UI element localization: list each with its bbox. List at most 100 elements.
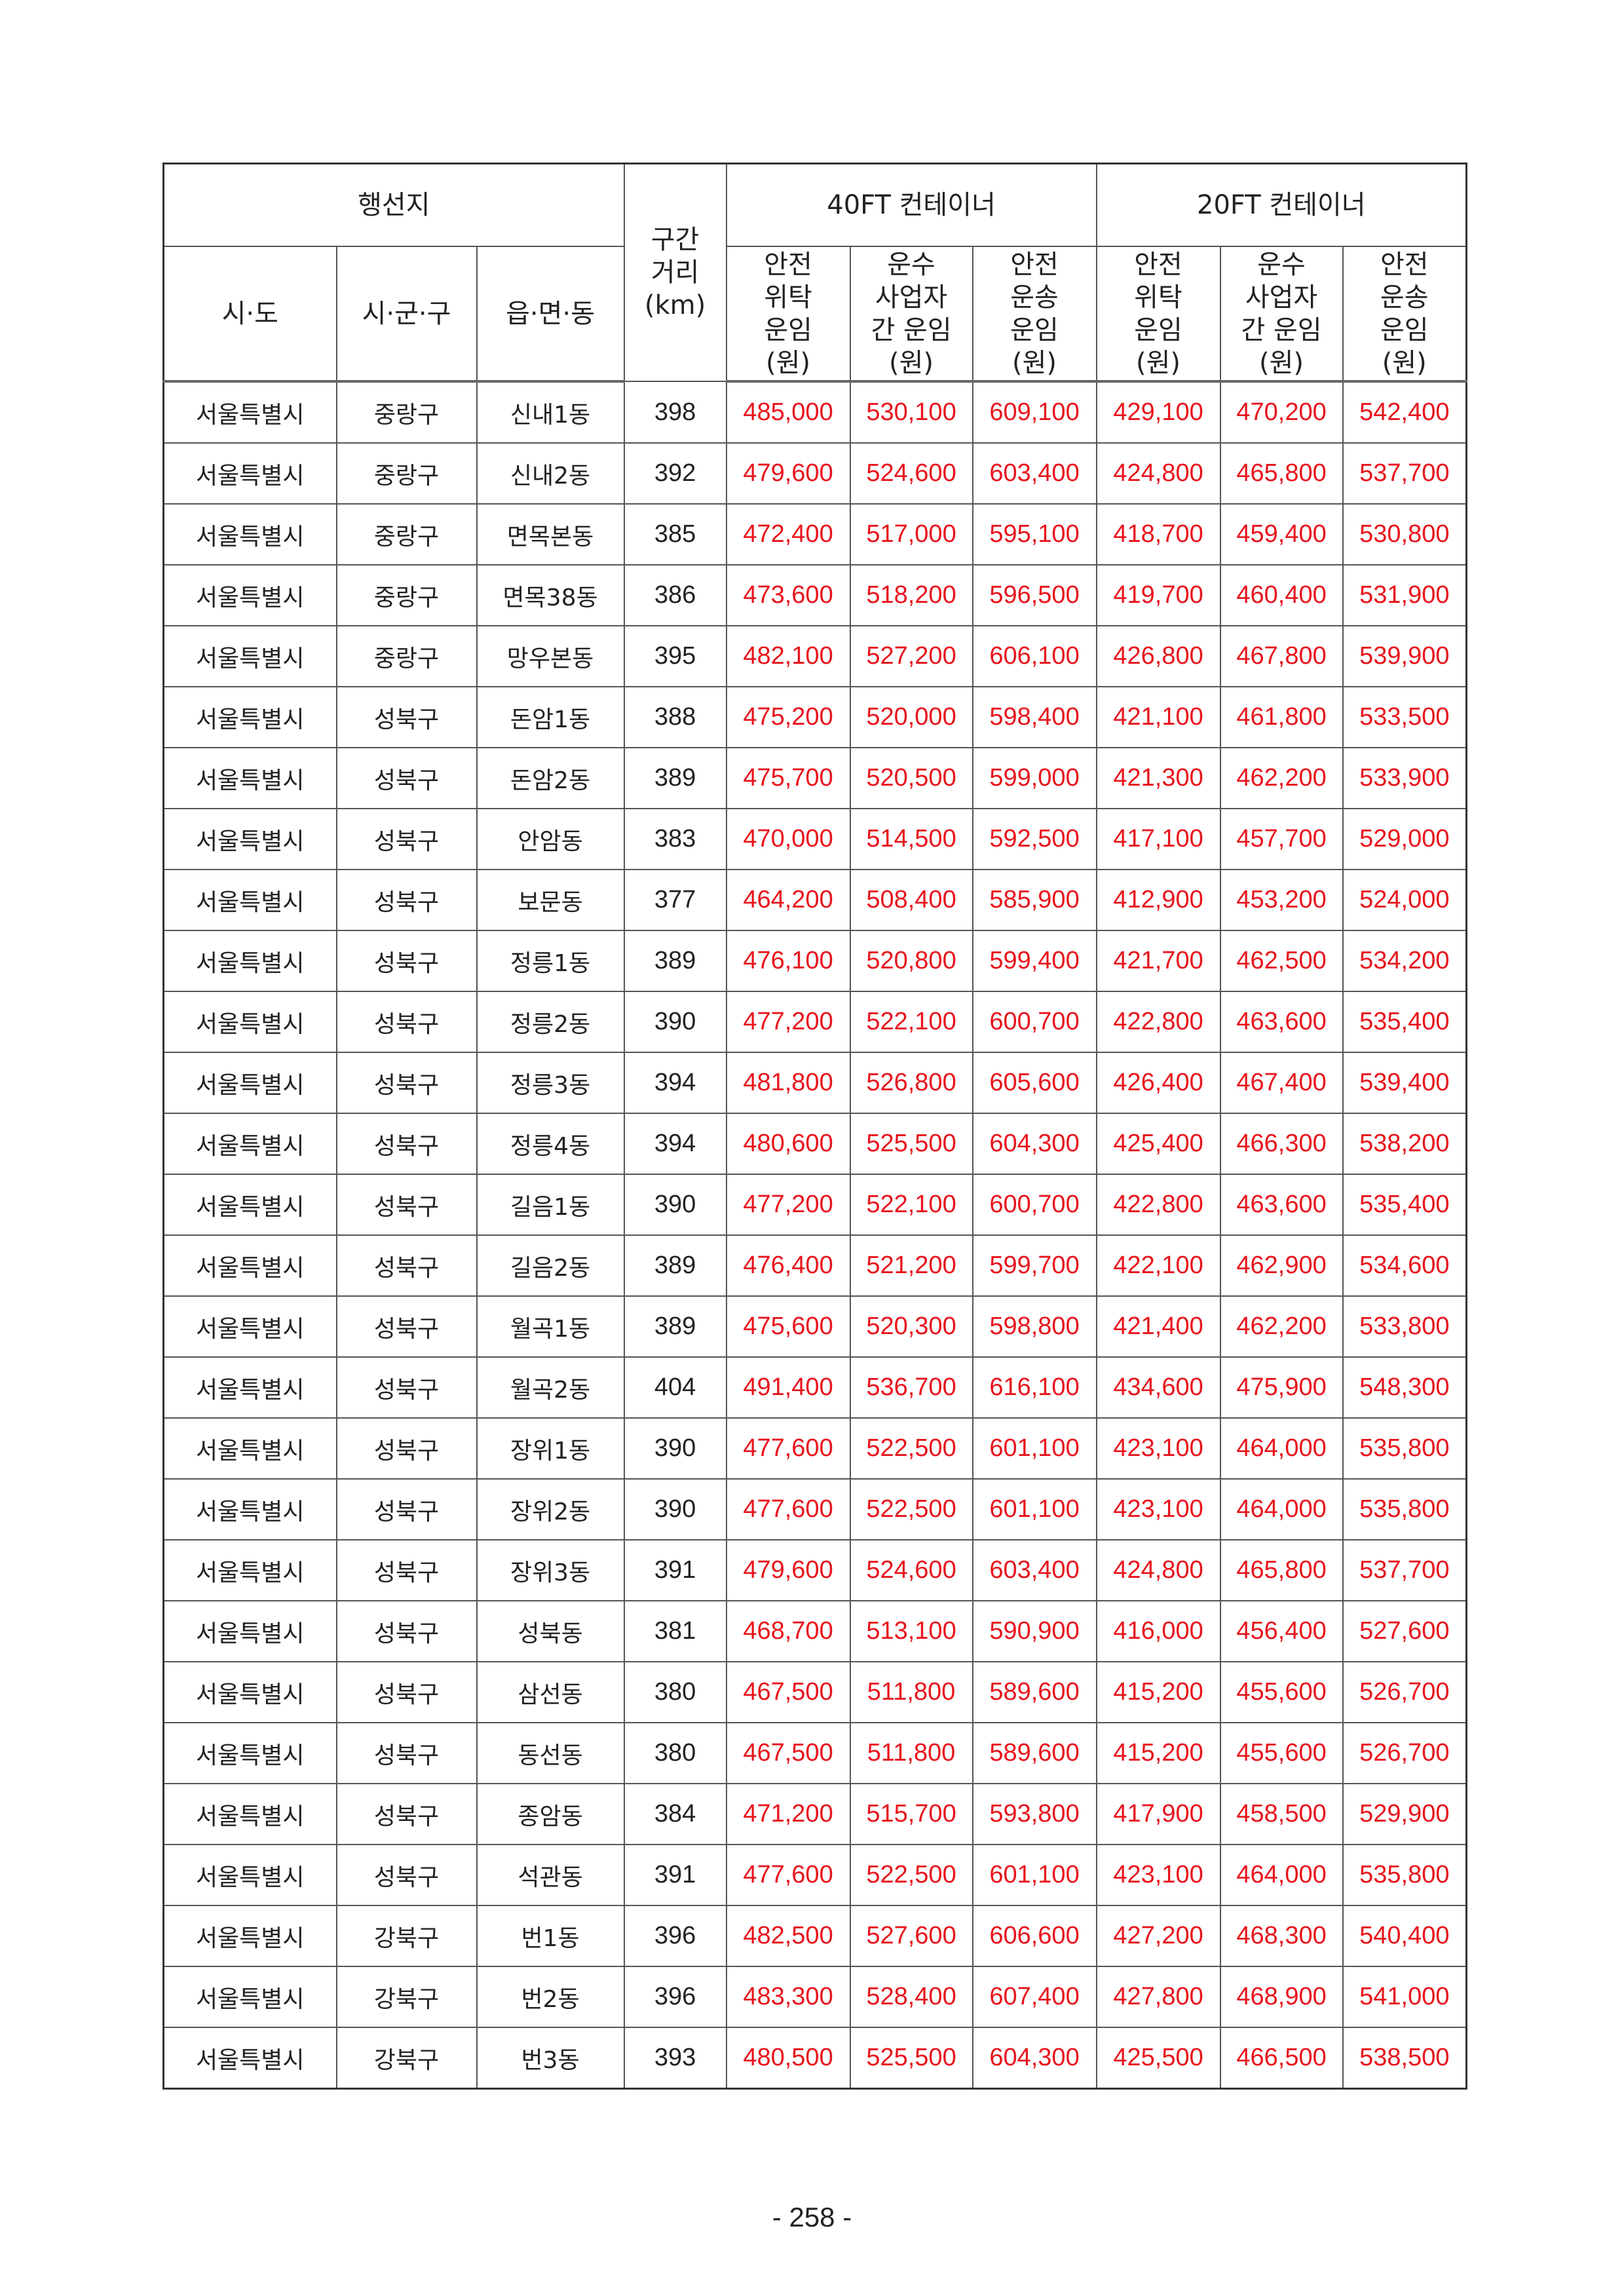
table-row: 서울특별시 성북구 정릉4동 394 480,600 525,500 604,300 425,… xyxy=(162,1113,1467,1175)
rate-cell: 468,300 xyxy=(1219,1905,1344,1967)
rate-cell: 528,400 xyxy=(849,1966,973,2028)
distance-cell: 394 xyxy=(623,1113,727,1175)
rate-cell: 422,100 xyxy=(1095,1234,1221,1297)
table-row: 서울특별시 강북구 번3동 393 480,500 525,500 604,300 425,5… xyxy=(162,2027,1467,2090)
rate-column-header-line: 간 운임 xyxy=(871,315,952,345)
distance-cell: 392 xyxy=(623,442,727,505)
sido-cell: 서울특별시 xyxy=(162,1113,337,1175)
rate-column-header-line: 안전 xyxy=(1134,249,1182,280)
rate-cell: 529,900 xyxy=(1342,1783,1467,1845)
table-body: 서울특별시 중랑구 신내1동 398 485,000 530,100 609,100 429,… xyxy=(162,381,1467,2090)
distance-cell: 404 xyxy=(623,1356,727,1419)
rate-column-header-line: 위탁 xyxy=(1134,282,1182,313)
rate-cell: 421,700 xyxy=(1095,930,1221,992)
eupmyeondong-cell: 석관동 xyxy=(476,1844,625,1906)
rate-cell: 463,600 xyxy=(1219,991,1344,1053)
rate-cell: 596,500 xyxy=(972,564,1097,626)
rate-cell: 477,600 xyxy=(725,1417,851,1480)
eupmyeondong-cell: 정릉3동 xyxy=(476,1052,625,1114)
rate-cell: 471,200 xyxy=(725,1783,851,1845)
sigungu-cell: 성북구 xyxy=(335,1234,478,1297)
eupmyeondong-cell: 월곡1동 xyxy=(476,1295,625,1358)
rate-cell: 589,600 xyxy=(972,1722,1097,1784)
distance-cell: 396 xyxy=(623,1905,727,1967)
sido-cell: 서울특별시 xyxy=(162,1174,337,1236)
rate-cell: 475,700 xyxy=(725,747,851,809)
rate-cell: 462,900 xyxy=(1219,1234,1344,1297)
distance-cell: 389 xyxy=(623,1234,727,1297)
rate-cell: 606,100 xyxy=(972,625,1097,687)
table-row: 서울특별시 성북구 석관동 391 477,600 522,500 601,100 423,1… xyxy=(162,1844,1467,1906)
eupmyeondong-header: 읍·면·동 xyxy=(476,246,625,383)
table-row: 서울특별시 성북구 정릉1동 389 476,100 520,800 599,400 421,… xyxy=(162,930,1467,992)
rate-cell: 479,600 xyxy=(725,1539,851,1601)
eupmyeondong-cell: 장위2동 xyxy=(476,1478,625,1540)
rate-cell: 457,700 xyxy=(1219,808,1344,870)
rate-cell: 517,000 xyxy=(849,503,973,565)
distance-cell: 395 xyxy=(623,625,727,687)
rate-column-header-line: 운수 xyxy=(1257,249,1306,280)
rate-cell: 511,800 xyxy=(849,1661,973,1723)
rate-column-header-line: (원) xyxy=(889,347,934,378)
table-row: 서울특별시 중랑구 망우본동 395 482,100 527,200 606,100 426,… xyxy=(162,625,1467,687)
rate-cell: 464,200 xyxy=(725,869,851,931)
sigungu-cell: 중랑구 xyxy=(335,625,478,687)
page-number: - 258 - xyxy=(772,2202,852,2232)
rate-cell: 539,400 xyxy=(1342,1052,1467,1114)
rate-cell: 482,100 xyxy=(725,625,851,687)
rate-cell: 464,000 xyxy=(1219,1417,1344,1480)
distance-cell: 383 xyxy=(623,808,727,870)
distance-cell: 391 xyxy=(623,1539,727,1601)
rate-cell: 522,500 xyxy=(849,1478,973,1540)
rate-cell: 465,800 xyxy=(1219,1539,1344,1601)
distance-cell: 386 xyxy=(623,564,727,626)
rate-column-header: 운수 사업자 간 운임 (원) xyxy=(849,246,973,383)
sido-cell: 서울특별시 xyxy=(162,1722,337,1784)
rate-cell: 467,500 xyxy=(725,1661,851,1723)
eupmyeondong-cell: 번1동 xyxy=(476,1905,625,1967)
rate-cell: 520,500 xyxy=(849,747,973,809)
rate-cell: 616,100 xyxy=(972,1356,1097,1419)
rate-cell: 535,800 xyxy=(1342,1844,1467,1906)
sido-cell: 서울특별시 xyxy=(162,564,337,626)
rate-cell: 527,600 xyxy=(1342,1600,1467,1662)
rate-cell: 418,700 xyxy=(1095,503,1221,565)
rate-cell: 467,800 xyxy=(1219,625,1344,687)
eupmyeondong-cell: 정릉1동 xyxy=(476,930,625,992)
table-row: 서울특별시 중랑구 신내1동 398 485,000 530,100 609,100 429,… xyxy=(162,381,1467,444)
rate-cell: 467,500 xyxy=(725,1722,851,1784)
sido-cell: 서울특별시 xyxy=(162,991,337,1053)
rate-column-header: 안전 위탁 운임 (원) xyxy=(725,246,851,383)
table-row: 서울특별시 성북구 장위2동 390 477,600 522,500 601,100 423,… xyxy=(162,1478,1467,1540)
table-row: 서울특별시 강북구 번1동 396 482,500 527,600 606,600 427,2… xyxy=(162,1905,1467,1967)
rate-cell: 422,800 xyxy=(1095,991,1221,1053)
table-row: 서울특별시 강북구 번2동 396 483,300 528,400 607,400 427,8… xyxy=(162,1966,1467,2028)
rate-cell: 522,500 xyxy=(849,1844,973,1906)
sido-cell: 서울특별시 xyxy=(162,686,337,748)
distance-header-unit: (km) xyxy=(644,290,706,320)
sido-cell: 서울특별시 xyxy=(162,503,337,565)
rate-cell: 529,000 xyxy=(1342,808,1467,870)
rate-cell: 530,100 xyxy=(849,381,973,444)
sigungu-cell: 성북구 xyxy=(335,1539,478,1601)
sigungu-cell: 성북구 xyxy=(335,930,478,992)
rate-cell: 535,400 xyxy=(1342,991,1467,1053)
sigungu-cell: 성북구 xyxy=(335,1356,478,1419)
table-row: 서울특별시 성북구 보문동 377 464,200 508,400 585,900 412,9… xyxy=(162,869,1467,931)
rate-cell: 535,400 xyxy=(1342,1174,1467,1236)
rate-cell: 520,000 xyxy=(849,686,973,748)
sido-cell: 서울특별시 xyxy=(162,1844,337,1906)
rate-cell: 524,000 xyxy=(1342,869,1467,931)
rate-column-header-line: 운임 xyxy=(1010,315,1059,345)
eupmyeondong-cell: 번3동 xyxy=(476,2027,625,2090)
rate-cell: 524,600 xyxy=(849,442,973,505)
rate-cell: 434,600 xyxy=(1095,1356,1221,1419)
rate-cell: 466,500 xyxy=(1219,2027,1344,2090)
rate-cell: 599,400 xyxy=(972,930,1097,992)
rate-cell: 522,100 xyxy=(849,991,973,1053)
distance-cell: 380 xyxy=(623,1661,727,1723)
distance-cell: 396 xyxy=(623,1966,727,2028)
rate-cell: 601,100 xyxy=(972,1478,1097,1540)
rate-cell: 475,900 xyxy=(1219,1356,1344,1419)
rate-column-header-line: 운수 xyxy=(887,249,935,280)
